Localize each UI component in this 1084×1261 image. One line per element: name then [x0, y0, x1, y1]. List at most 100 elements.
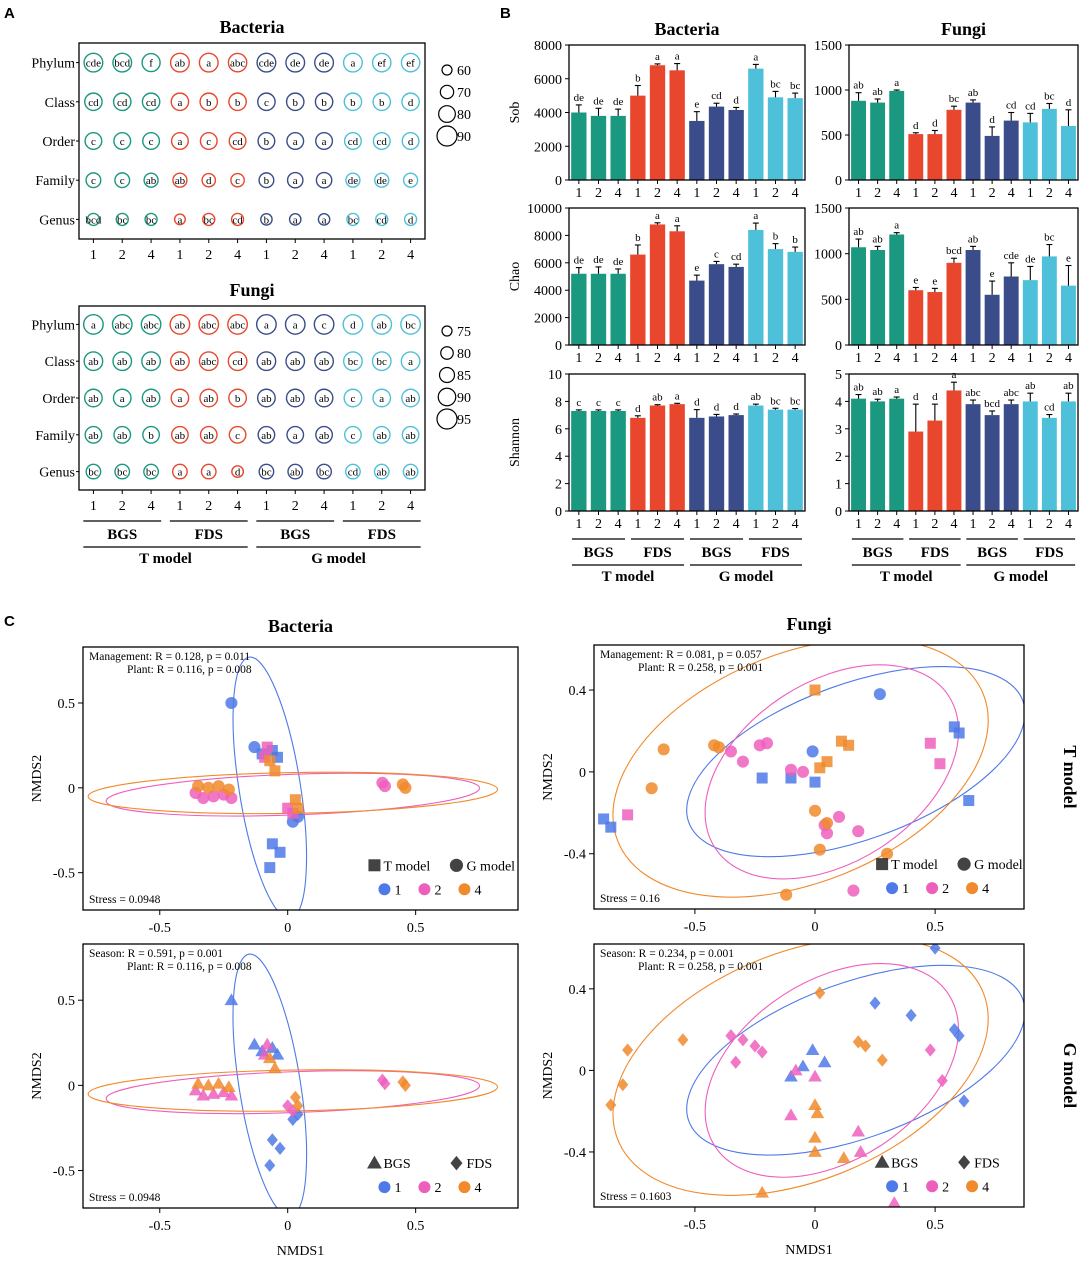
- b-bacteria-1-bar: [748, 229, 764, 345]
- a-fungi-bubble-letter: bc: [377, 356, 388, 368]
- b-bacteria-1-y-label: 4000: [534, 284, 562, 299]
- c-fungi-top-legend-color-label-2: 2: [942, 882, 949, 897]
- a-groups-season-label: BGS: [280, 527, 310, 543]
- b-bacteria-1-y-label: 8000: [534, 229, 562, 244]
- a-bacteria-bubble-letter: abc: [230, 58, 245, 70]
- c-bacteria-top-point-4: [212, 780, 225, 793]
- b-fungi-0-x-label: 1: [912, 186, 919, 201]
- b-fungi-0-x-label: 4: [1008, 186, 1015, 201]
- a-fungi-bubble: [287, 463, 304, 480]
- a-fungi-bubble: [227, 351, 248, 372]
- b-bacteria-2-sig-letter: a: [675, 390, 680, 402]
- b-bacteria-groups-model-label: G model: [719, 569, 774, 585]
- b-fungi-1-x-label: 4: [950, 351, 957, 366]
- c-bacteria-bottom-point-1: [247, 1037, 262, 1050]
- a-fungi-bubble-letter: bc: [146, 467, 157, 479]
- a-bacteria-bubble-letter: cde: [259, 58, 274, 70]
- a-fungi-bubble: [171, 463, 188, 480]
- b-fungi-1-bar: [1003, 276, 1019, 345]
- c-fungi-bottom-frame: [593, 943, 1025, 1208]
- c-fungi-top-point-1: [948, 721, 960, 733]
- b-fungi-1-y-label: 1000: [814, 248, 842, 263]
- a-bacteria-bubble: [260, 213, 273, 226]
- a-fungi-bubble-letter: abc: [115, 319, 130, 331]
- b-fungi-0-x-label: 1: [970, 186, 977, 201]
- a-bacteria-bubble-letter: d: [206, 175, 212, 187]
- b-fungi-1-bar: [1061, 285, 1076, 345]
- a-bacteria-bubble: [342, 52, 363, 73]
- a-fungi-bubble: [227, 313, 249, 335]
- b-fungi-2-x-label: 1: [855, 517, 862, 532]
- b-fungi-1-x-label: 2: [1046, 351, 1053, 366]
- b-bacteria-2-x-label: 2: [595, 517, 602, 532]
- c-fungi-bottom-legend-color-1: [886, 1180, 899, 1193]
- b-fungi-0-x-label: 2: [1046, 186, 1053, 201]
- c-bacteria-top-point-4: [289, 794, 301, 806]
- a-bacteria-bubble-letter: bc: [146, 214, 157, 226]
- c-bacteria-bottom-frame: [82, 943, 519, 1209]
- b-fungi-2-x-label: 4: [1008, 517, 1015, 532]
- c-bacteria-bottom-point-4: [292, 1099, 304, 1113]
- b-bacteria-2-x-label: 4: [674, 517, 681, 532]
- b-fungi-2-y-label: 1: [835, 478, 842, 493]
- a-bacteria-bubble-letter: de: [348, 175, 359, 187]
- b-bacteria-groups-season-label: FDS: [643, 545, 671, 561]
- b-fungi-2-bar: [1022, 401, 1038, 511]
- a-bacteria-bubble: [343, 131, 362, 151]
- b-bacteria-1-bar: [610, 273, 626, 345]
- c-bacteria-top-stat-1: Management: R = 0.128, p = 0.011: [89, 651, 250, 663]
- b-fungi-1-bar: [965, 250, 981, 345]
- a-bacteria-bubble: [288, 213, 302, 226]
- c-bacteria-top-y-tick-label: 0: [68, 782, 75, 797]
- a-fungi-bubble: [313, 313, 335, 335]
- b-fungi-1-sig-letter: bcd: [946, 245, 962, 257]
- c-fungi-top-legend-color-label-4: 4: [982, 882, 989, 897]
- b-fungi-2-sig-letter: ab: [1025, 380, 1036, 392]
- b-fungi-0-y-label: 1500: [814, 39, 842, 54]
- b-bacteria-1-x-label: 1: [634, 351, 641, 366]
- a-fungi-bubble: [285, 351, 306, 372]
- b-bacteria-2-bar: [748, 405, 764, 511]
- b-fungi-0-bar: [870, 102, 886, 180]
- c-bacteria-bottom-point-1: [224, 993, 239, 1006]
- c-fungi-top-stat-2: Plant: R = 0.258, p = 0.001: [638, 662, 763, 674]
- a-fungi-bubble-letter: bc: [117, 467, 128, 479]
- c-bacteria-top-stress: Stress = 0.0948: [89, 894, 161, 906]
- a-bacteria-bubble: [286, 131, 305, 151]
- a-fungi-bubble-letter: ab: [88, 430, 99, 442]
- c-fungi-top-x-tick-label: -0.5: [684, 920, 706, 935]
- a-bacteria-bubble-letter: a: [322, 175, 327, 187]
- a-fungi-bubble: [113, 425, 132, 444]
- c-fungi-top-point-1: [605, 821, 617, 833]
- b-bacteria-0-sig-letter: de: [574, 92, 585, 104]
- c-fungi-bottom-stress: Stress = 0.1603: [600, 1191, 672, 1203]
- a-fungi-bubble-letter: ab: [290, 356, 301, 368]
- b-fungi-2-sig-letter: abc: [1004, 387, 1019, 399]
- a-bacteria-bubble-letter: c: [206, 136, 211, 148]
- a-bacteria-row-label: Family: [35, 174, 75, 189]
- c-bacteria-bottom-point-4: [191, 1076, 205, 1089]
- c-bacteria-bottom-x-tick-label: 0.5: [407, 1219, 425, 1234]
- c-bacteria-top-point-1: [271, 751, 283, 763]
- a-bacteria-bubble-letter: b: [206, 97, 212, 109]
- b-fungi-0-bar: [889, 90, 905, 180]
- a-bacteria-bubble-letter: c: [264, 97, 269, 109]
- c-fungi-bottom-legend-shape-2: [958, 1155, 971, 1170]
- a-fungi-row-label: Family: [35, 429, 75, 444]
- b-bacteria-0-x-label: 4: [792, 186, 799, 201]
- c-fungi-bottom-point-4: [677, 1033, 689, 1047]
- c-fungi-bottom-legend-shape-1: [874, 1154, 890, 1168]
- a-fungi-bubble-letter: ab: [405, 393, 416, 405]
- a-bacteria-bubble: [372, 92, 392, 112]
- b-bacteria-groups-model-label: T model: [602, 569, 655, 585]
- a-fungi-bubble-letter: b: [148, 430, 154, 442]
- a-bacteria-bubble-letter: bc: [117, 214, 128, 226]
- c-fungi-top-point-2: [852, 825, 865, 838]
- c-fungi-top-point-1: [953, 727, 965, 739]
- a-fungi-col-label: 1: [263, 499, 270, 514]
- b-fungi-2-y-label: 3: [835, 423, 842, 438]
- b-bacteria-2-bar: [590, 410, 607, 511]
- b-bacteria-2-bar: [689, 417, 705, 511]
- a-bacteria-col-label: 4: [234, 248, 241, 263]
- a-fungi-bubble: [84, 425, 103, 444]
